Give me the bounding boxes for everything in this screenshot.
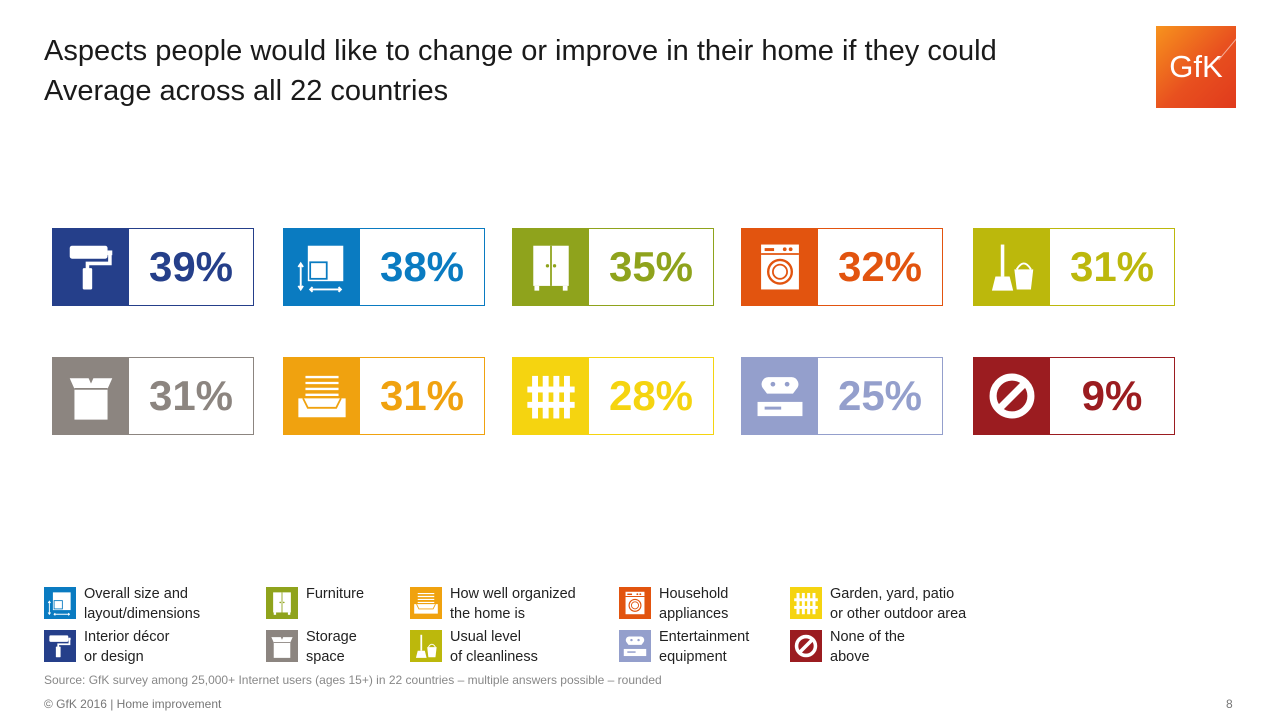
legend-label: Interior décor or design: [84, 628, 169, 667]
legend-item-game-console: Entertainment equipment: [619, 628, 749, 667]
paint-roller-icon: [44, 630, 76, 662]
tile-mop-bucket: 31%: [973, 228, 1175, 306]
title-line-1: Aspects people would like to change or i…: [44, 35, 997, 67]
value-label: 39%: [148, 243, 234, 290]
value-label: 25%: [837, 372, 923, 419]
legend-label-line2: layout/dimensions: [84, 605, 201, 622]
wardrobe-icon: [266, 587, 298, 619]
legend-item-drawer: How well organized the home is: [410, 585, 576, 624]
fence-icon: [513, 358, 589, 434]
legend-label: Household appliances: [659, 585, 728, 624]
legend-item-wardrobe: Furniture: [266, 585, 364, 619]
tile-wardrobe: 35%: [512, 228, 714, 306]
legend-item-paint-roller: Interior décor or design: [44, 628, 169, 667]
paint-roller-icon: [53, 229, 129, 305]
legend-label: Furniture: [306, 585, 364, 605]
game-console-icon: [742, 358, 818, 434]
washing-machine-icon: [619, 587, 651, 619]
legend-label: Usual level of cleanliness: [450, 628, 538, 667]
tile-storage-box: 31%: [52, 357, 254, 435]
legend-label: How well organized the home is: [450, 585, 576, 624]
storage-box-icon: [266, 630, 298, 662]
legend-item-fence: Garden, yard, patio or other outdoor area: [790, 585, 966, 624]
footer-copyright: © GfK 2016 | Home improvement: [44, 697, 222, 711]
legend-label-line2: space: [306, 648, 345, 665]
legend-label-line2: above: [830, 648, 870, 665]
page-title: Aspects people would like to change or i…: [44, 31, 997, 111]
tile-game-console: 25%: [741, 357, 943, 435]
legend-item-mop-bucket: Usual level of cleanliness: [410, 628, 538, 667]
tile-floor-plan: 38%: [283, 228, 485, 306]
legend-label: Entertainment equipment: [659, 628, 749, 667]
value-label: 28%: [608, 372, 694, 419]
legend-label: None of the above: [830, 628, 905, 667]
tile-prohibited: 9%: [973, 357, 1175, 435]
mop-bucket-icon: [974, 229, 1050, 305]
legend-label: Storage space: [306, 628, 357, 667]
drawer-icon: [410, 587, 442, 619]
value-label: 31%: [148, 372, 234, 419]
legend-label-line1: Interior décor: [84, 629, 170, 645]
legend-item-floor-plan: Overall size and layout/dimensions: [44, 585, 200, 624]
value-label: 31%: [379, 372, 465, 419]
tile-washing-machine: 32%: [741, 228, 943, 306]
legend-item-washing-machine: Household appliances: [619, 585, 728, 624]
tile-fence: 28%: [512, 357, 714, 435]
washing-machine-icon: [742, 229, 818, 305]
page-number: 8: [1226, 697, 1233, 711]
floor-plan-icon: [284, 229, 360, 305]
game-console-icon: [619, 630, 651, 662]
legend-label-line1: Storage: [306, 629, 357, 645]
fence-icon: [790, 587, 822, 619]
storage-box-icon: [53, 358, 129, 434]
legend-label-line1: Furniture: [306, 586, 365, 602]
legend-label-line2: or other outdoor area: [830, 605, 967, 622]
legend-label-line1: Overall size and: [84, 586, 188, 602]
value-label: 32%: [837, 243, 923, 290]
mop-bucket-icon: [410, 630, 442, 662]
legend-label-line1: Household: [659, 586, 729, 602]
tile-drawer: 31%: [283, 357, 485, 435]
legend-label-line2: the home is: [450, 605, 525, 622]
value-label: 35%: [608, 243, 694, 290]
legend-label-line1: Entertainment: [659, 629, 750, 645]
wardrobe-icon: [513, 229, 589, 305]
value-label: 38%: [379, 243, 465, 290]
logo-text: GfK: [1169, 49, 1223, 84]
drawer-icon: [284, 358, 360, 434]
legend-item-storage-box: Storage space: [266, 628, 357, 667]
title-line-2: Average across all 22 countries: [44, 75, 449, 107]
legend-label-line2: equipment: [659, 648, 727, 665]
tile-paint-roller: 39%: [52, 228, 254, 306]
source-note: Source: GfK survey among 25,000+ Interne…: [44, 673, 662, 687]
legend-label-line1: None of the: [830, 629, 905, 645]
legend-label: Overall size and layout/dimensions: [84, 585, 200, 624]
legend-label-line2: appliances: [659, 605, 729, 622]
gfk-logo: GfK: [1156, 26, 1236, 108]
prohibited-icon: [974, 358, 1050, 434]
legend-label-line2: of cleanliness: [450, 648, 538, 665]
value-label: 9%: [1081, 372, 1143, 419]
legend-label-line1: Usual level: [450, 629, 521, 645]
legend-label-line2: or design: [84, 648, 144, 665]
prohibited-icon: [790, 630, 822, 662]
legend-label-line1: How well organized: [450, 586, 576, 602]
legend-item-prohibited: None of the above: [790, 628, 905, 667]
legend-label: Garden, yard, patio or other outdoor area: [830, 585, 966, 624]
value-label: 31%: [1069, 243, 1155, 290]
floor-plan-icon: [44, 587, 76, 619]
legend-label-line1: Garden, yard, patio: [830, 586, 955, 602]
